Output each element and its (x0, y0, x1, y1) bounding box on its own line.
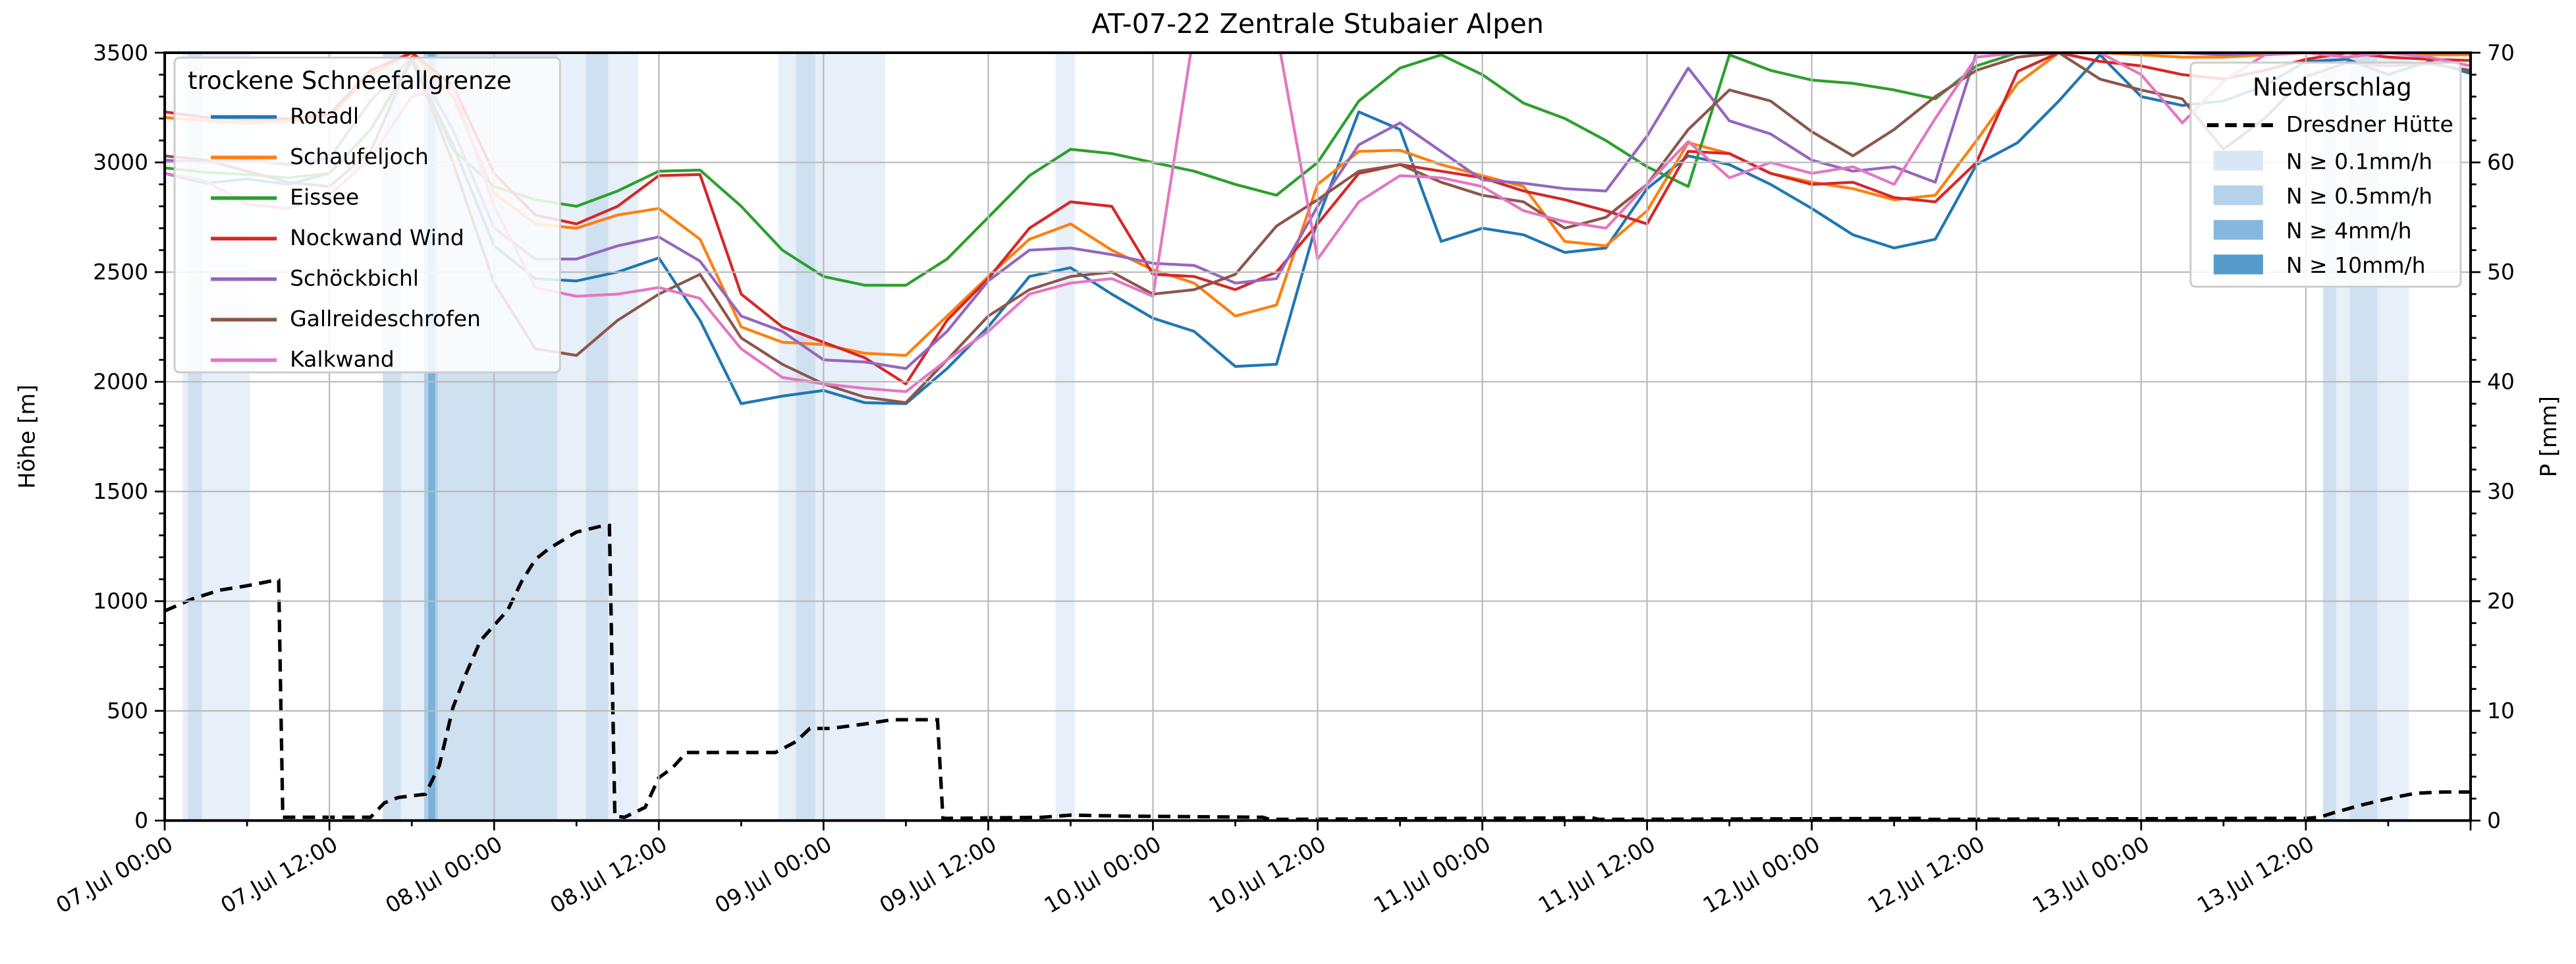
legend-title: trockene Schneefallgrenze (188, 67, 512, 95)
legend-precipitation: Niederschlag Dresdner Hütte N ≥ 0.1mm/h N ≥… (2189, 61, 2462, 288)
legend-title: Niederschlag (2253, 73, 2412, 101)
legend-item-label: N ≥ 0.5mm/h (2286, 183, 2432, 209)
precip-band-0.1mmh (1055, 53, 1075, 821)
y-left-tick-label: 0 (134, 808, 148, 834)
y-right-tick-label: 60 (2487, 150, 2515, 175)
legend-box (173, 57, 561, 374)
y-right-tick-label: 0 (2487, 808, 2501, 834)
legend-item-label: Schöckbichl (290, 266, 419, 291)
legend-item-label: Dresdner Hütte (2286, 111, 2453, 137)
precip-band-0.5mmh (586, 53, 609, 821)
precip-band-0.1mmh (778, 53, 886, 821)
legend-patch-sample (2213, 219, 2263, 240)
y-left-tick-label: 1000 (93, 588, 148, 614)
chart-title: AT-07-22 Zentrale Stubaier Alpen (1091, 8, 1544, 40)
legend-item-label: Schaufeljoch (290, 144, 429, 169)
y-left-axis-label: Höhe [m] (14, 385, 40, 489)
legend-item-label: Kalkwand (290, 347, 395, 372)
legend-item-label: Eissee (290, 184, 359, 210)
y-left-tick-label: 1500 (93, 478, 148, 504)
y-right-tick-label: 70 (2487, 40, 2515, 65)
y-left-tick-label: 3500 (93, 40, 148, 65)
legend-item-label: N ≥ 4mm/h (2286, 217, 2412, 243)
y-left-tick-label: 3000 (93, 150, 148, 175)
legend-patch-sample (2213, 254, 2263, 275)
y-left-tick-label: 2000 (93, 369, 148, 395)
y-right-tick-label: 30 (2487, 478, 2515, 504)
y-right-tick-label: 20 (2487, 588, 2515, 614)
legend-patch-sample (2213, 185, 2263, 206)
y-right-axis-label: P [mm] (2536, 396, 2562, 477)
legend-snowfall-limit: trockene Schneefallgrenze Rotadl Schaufelj… (173, 57, 561, 374)
legend-item-label: N ≥ 10mm/h (2286, 252, 2426, 278)
y-right-tick-label: 40 (2487, 369, 2515, 395)
legend-item-label: Nockwand Wind (290, 225, 464, 250)
legend-item-label: N ≥ 0.1mm/h (2286, 148, 2432, 174)
y-left-tick-label: 2500 (93, 259, 148, 285)
y-right-tick-label: 50 (2487, 259, 2515, 285)
precip-band-10mmh (428, 53, 435, 821)
y-left-tick-label: 500 (107, 698, 148, 723)
legend-item-label: Gallreideschrofen (290, 306, 481, 331)
y-right-tick-label: 10 (2487, 698, 2515, 723)
precip-band-0.5mmh (796, 53, 815, 821)
legend-patch-sample (2213, 150, 2263, 171)
legend-item-label: Rotadl (290, 103, 359, 129)
axis-ticks (155, 51, 2480, 831)
